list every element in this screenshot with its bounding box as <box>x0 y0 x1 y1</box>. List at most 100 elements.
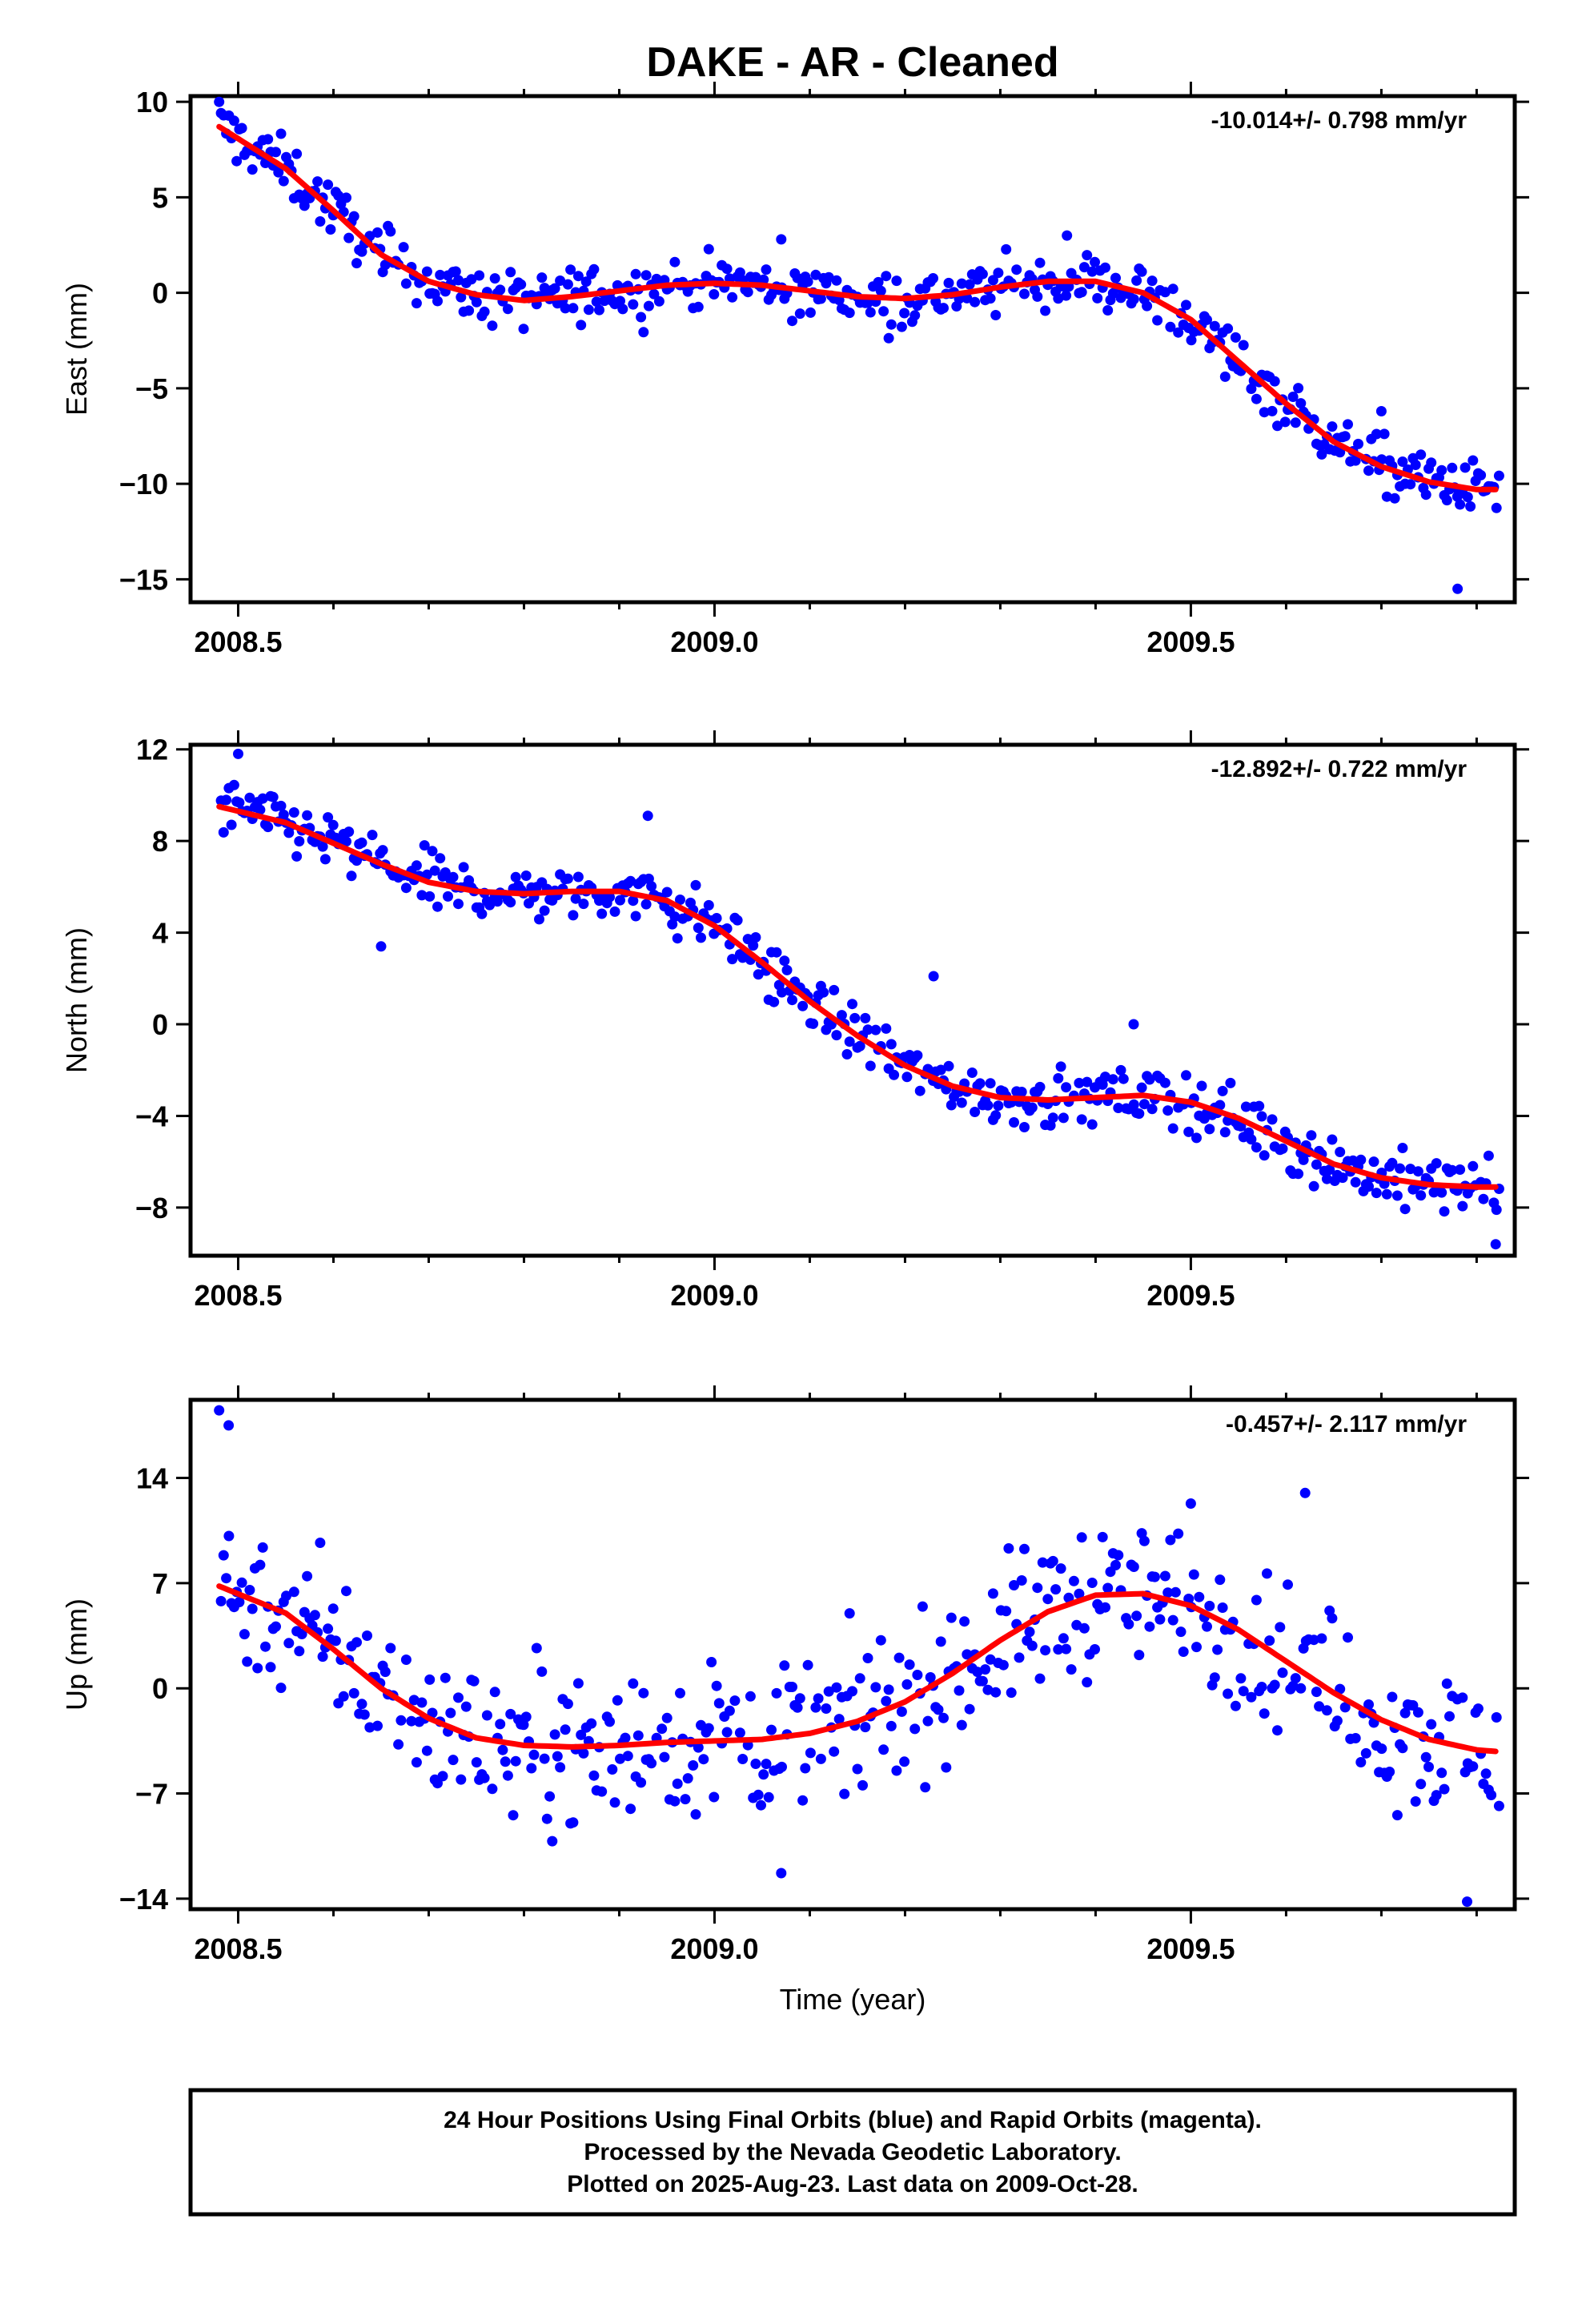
data-point <box>1472 1703 1484 1715</box>
data-point <box>221 794 232 806</box>
data-point <box>711 1680 722 1691</box>
data-point <box>1042 1594 1054 1605</box>
data-point <box>214 96 225 107</box>
data-point <box>1142 300 1153 312</box>
data-point <box>987 275 998 286</box>
data-point <box>1204 1600 1215 1611</box>
data-points <box>214 1405 1504 1908</box>
data-point <box>899 1756 910 1767</box>
data-point <box>1293 383 1304 394</box>
data-point <box>453 899 464 910</box>
east-panel: 2008.5 2009.0 2009.5 10 5 0 −5 −10 −15 East (mm) -… <box>60 82 1529 658</box>
data-point <box>555 275 566 286</box>
data-point <box>539 905 550 916</box>
data-point <box>1183 1594 1195 1604</box>
data-point <box>1384 1767 1395 1777</box>
y-tick-label: −15 <box>119 563 168 596</box>
y-tick-label: −7 <box>135 1778 168 1811</box>
data-point <box>1493 470 1504 481</box>
data-point <box>805 307 816 318</box>
data-point <box>1277 1667 1288 1679</box>
data-point <box>1209 320 1220 332</box>
x-tick-label: 2009.0 <box>670 1932 758 1965</box>
data-point <box>273 167 284 178</box>
data-point <box>885 1720 897 1731</box>
data-point <box>1110 1559 1121 1570</box>
data-point <box>291 850 303 862</box>
data-point <box>870 1682 881 1693</box>
data-point <box>427 1707 438 1719</box>
data-point <box>1264 1635 1275 1647</box>
data-point <box>367 830 378 841</box>
data-point <box>865 307 876 318</box>
data-point <box>1397 1743 1408 1754</box>
data-point <box>777 1761 787 1772</box>
data-point <box>1128 1562 1139 1572</box>
data-point <box>974 1078 986 1089</box>
data-point <box>333 190 344 201</box>
data-point <box>591 296 602 308</box>
data-point <box>1350 455 1361 466</box>
data-point <box>1259 1708 1270 1719</box>
data-point <box>1050 1584 1062 1595</box>
data-point <box>1246 384 1257 394</box>
data-point <box>1138 1099 1150 1110</box>
data-point <box>954 1685 965 1696</box>
data-point <box>1339 431 1351 442</box>
data-point <box>1447 462 1458 473</box>
data-point <box>891 1765 902 1776</box>
data-point <box>1436 1767 1447 1779</box>
data-point <box>315 1538 326 1548</box>
data-point <box>1215 1100 1226 1111</box>
data-point <box>278 175 289 187</box>
data-point <box>1061 1082 1072 1093</box>
data-point <box>622 1751 633 1762</box>
data-point <box>319 854 331 865</box>
data-point <box>693 1742 704 1753</box>
data-point <box>646 1758 657 1769</box>
data-point <box>1186 335 1197 346</box>
data-point <box>1102 1582 1114 1594</box>
data-point <box>327 819 339 830</box>
data-point <box>690 1809 701 1820</box>
data-point <box>617 304 628 315</box>
data-point <box>860 1012 871 1023</box>
data-point <box>966 1068 978 1078</box>
data-point <box>234 797 245 808</box>
data-point <box>1455 499 1466 510</box>
data-point <box>1162 1587 1174 1598</box>
data-point <box>912 1050 923 1061</box>
data-point <box>1480 1768 1492 1779</box>
data-point <box>1100 262 1110 273</box>
data-point <box>1146 275 1158 287</box>
data-point <box>823 271 834 283</box>
data-point <box>576 320 587 331</box>
data-point <box>278 809 289 820</box>
data-point <box>1100 1602 1110 1613</box>
data-point <box>1343 419 1353 430</box>
data-point <box>445 1707 456 1719</box>
data-point <box>896 1706 907 1717</box>
data-point <box>1082 250 1093 261</box>
rate-annotation: -0.457+/- 2.117 mm/yr <box>1226 1411 1467 1437</box>
data-point <box>1269 376 1280 387</box>
data-point <box>1339 1702 1351 1713</box>
data-point <box>815 293 826 304</box>
data-point <box>672 933 683 944</box>
data-point <box>411 1757 422 1768</box>
data-point <box>1468 1761 1479 1772</box>
data-point <box>1246 1134 1257 1145</box>
data-point <box>690 879 701 891</box>
data-point <box>400 278 412 289</box>
data-point <box>500 1756 511 1767</box>
plot-frame <box>188 94 1517 605</box>
data-point <box>1230 332 1241 343</box>
data-point <box>1162 1105 1174 1116</box>
x-tick-label: 2009.5 <box>1146 1279 1235 1312</box>
data-point <box>588 1770 600 1781</box>
data-point <box>638 1687 649 1699</box>
data-point <box>810 269 821 280</box>
data-point <box>1173 327 1184 338</box>
data-point <box>1327 1134 1338 1145</box>
data-point <box>1405 479 1416 490</box>
